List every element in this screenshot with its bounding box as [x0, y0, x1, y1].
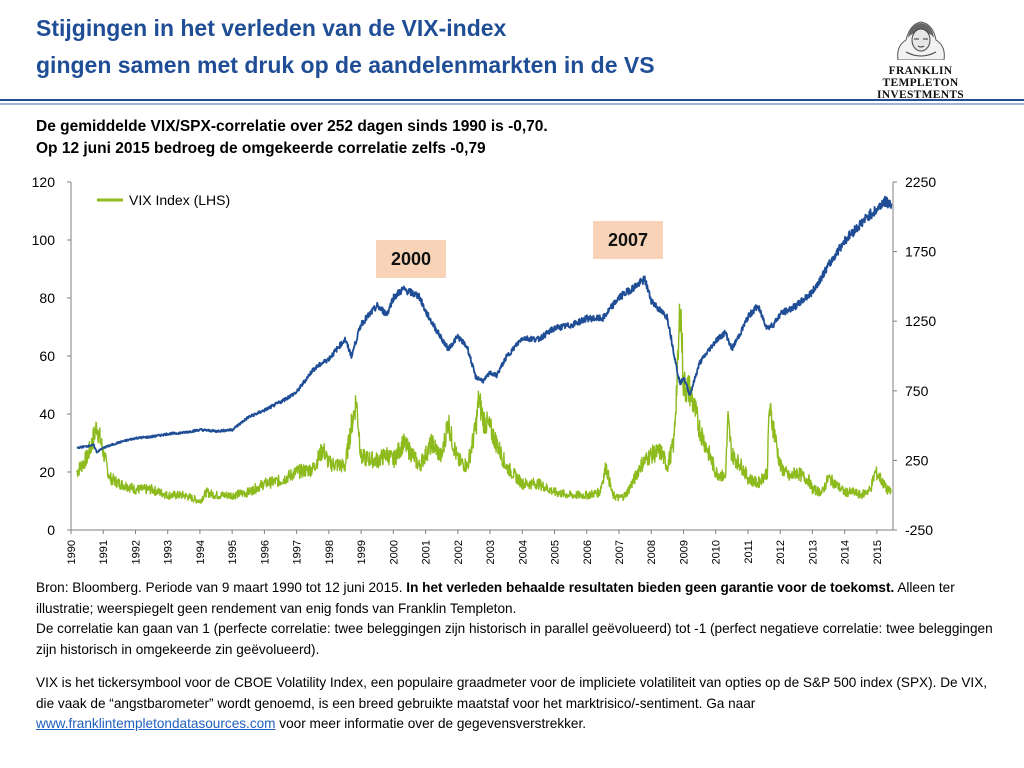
page-title: Stijgingen in het verleden van de VIX-in…	[36, 10, 836, 84]
subtitle-line-1: De gemiddelde VIX/SPX-correlatie over 25…	[36, 118, 548, 135]
x-tick-label: 2009	[678, 540, 690, 564]
benjamin-franklin-portrait-icon	[896, 21, 945, 61]
vix-note: VIX is het tickersymbool voor de CBOE Vo…	[36, 673, 996, 735]
disclaimer-text: In het verleden behaalde resultaten bied…	[406, 580, 895, 595]
illustration-text: Alleen ter illustratie; weerspiegelt gee…	[36, 580, 955, 616]
left-tick-label: 40	[39, 406, 55, 422]
x-tick-label: 2012	[775, 540, 787, 564]
left-tick-label: 100	[32, 232, 56, 248]
footer-notes: Bron: Bloomberg. Periode van 9 maart 199…	[36, 578, 996, 735]
right-tick-label: 1250	[905, 313, 936, 329]
x-tick-label: 2013	[807, 540, 819, 564]
x-tick-label: 2007	[614, 540, 626, 564]
x-tick-label: 1992	[130, 540, 142, 564]
x-tick-label: 1995	[227, 540, 239, 564]
x-tick-label: 1998	[324, 540, 336, 564]
x-tick-label: 1997	[292, 540, 304, 564]
x-tick-label: 2001	[421, 540, 433, 564]
title-line-2: gingen samen met druk op de aandelenmark…	[36, 52, 655, 78]
source-note: Bron: Bloomberg. Periode van 9 maart 199…	[36, 578, 996, 619]
left-tick-label: 80	[39, 290, 55, 306]
x-tick-label: 1994	[195, 540, 207, 564]
right-tick-label: -250	[905, 522, 933, 538]
x-tick-label: 2003	[485, 540, 497, 564]
title-line-1: Stijgingen in het verleden van de VIX-in…	[36, 15, 507, 41]
x-tick-label: 2006	[582, 540, 594, 564]
datasources-link[interactable]: www.franklintempletondatasources.com	[36, 716, 276, 731]
x-tick-label: 2015	[872, 540, 884, 564]
x-tick-label: 2014	[840, 540, 852, 564]
x-tick-label: 2000	[388, 540, 400, 564]
x-tick-label: 1996	[259, 540, 271, 564]
annotation-2000: 2000	[376, 240, 446, 278]
annotation-2007: 2007	[593, 221, 663, 259]
vix-spx-chart: 0 20 40 60 80 100 120 -250 250 750 1250 1750 2250 199…	[32, 174, 937, 564]
subtitle: De gemiddelde VIX/SPX-correlatie over 25…	[36, 116, 548, 160]
x-tick-label: 2010	[711, 540, 723, 564]
x-tick-label: 2005	[550, 540, 562, 564]
right-tick-label: 250	[905, 452, 929, 468]
correlation-note: De correlatie kan gaan van 1 (perfecte c…	[36, 621, 993, 657]
x-tick-label: 1999	[356, 540, 368, 564]
x-tick-label: 2002	[453, 540, 465, 564]
spx-series-line	[76, 195, 893, 454]
subtitle-line-2: Op 12 juni 2015 bedroeg de omgekeerde co…	[36, 140, 486, 157]
x-tick-label: 1990	[66, 540, 78, 564]
right-tick-label: 750	[905, 383, 929, 399]
left-tick-label: 60	[39, 348, 55, 364]
header-divider-light	[0, 103, 1024, 105]
source-text: Bron: Bloomberg. Periode van 9 maart 199…	[36, 580, 407, 595]
x-tick-label: 1993	[163, 540, 175, 564]
x-tick-label: 2004	[517, 540, 529, 564]
left-tick-label: 120	[32, 174, 56, 190]
franklin-templeton-logo: FRANKLIN TEMPLETON INVESTMENTS	[858, 12, 983, 101]
vix-series-line	[76, 303, 892, 504]
right-tick-label: 1750	[905, 244, 936, 260]
left-tick-label: 0	[47, 522, 55, 538]
vix-note-text: VIX is het tickersymbool voor de CBOE Vo…	[36, 675, 988, 711]
logo-line-1: FRANKLIN TEMPLETON	[882, 65, 959, 89]
legend-vix-label: VIX Index (LHS)	[129, 192, 230, 208]
left-tick-label: 20	[39, 464, 55, 480]
header-divider	[0, 99, 1024, 101]
x-tick-label: 2011	[743, 540, 755, 564]
logo-line-2: INVESTMENTS	[876, 89, 965, 101]
vix-note-suffix: voor meer informatie over de gegevensver…	[275, 716, 587, 731]
x-tick-label: 2008	[646, 540, 658, 564]
x-tick-label: 1991	[98, 540, 110, 564]
right-tick-label: 2250	[905, 174, 936, 190]
